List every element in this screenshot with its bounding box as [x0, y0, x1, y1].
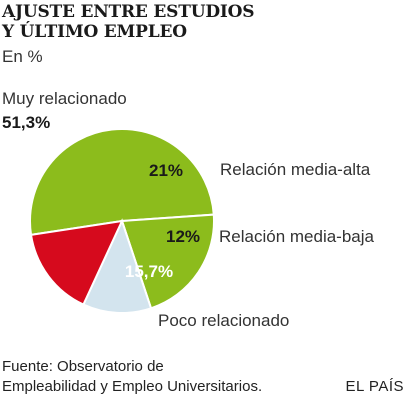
chart-title-line-2: Y ÚLTIMO EMPLEO	[2, 22, 187, 42]
source-line-1: Fuente: Observatorio de	[2, 358, 164, 375]
source-line-2: Empleabilidad y Empleo Universitarios.	[2, 378, 263, 395]
chart-subtitle: En %	[2, 47, 43, 66]
source-note: Fuente: Observatorio de Empleabilidad y …	[2, 357, 322, 397]
data-label-relacion-media-alta: 21%	[149, 161, 183, 180]
pie-slice-relacion-media-alta	[120, 213, 215, 310]
brand-logo: EL PAÍS	[345, 378, 404, 395]
legend-muy-relacionado: Muy relacionado	[2, 89, 127, 108]
data-label-poco-relacionado: 15,7%	[125, 262, 173, 281]
pie-slice-muy-relacionado	[29, 128, 215, 237]
legend-relacion-media-alta: Relación media-alta	[220, 160, 371, 179]
chart-title-line-1: AJUSTE ENTRE ESTUDIOS	[2, 2, 255, 22]
pie-slice-poco-relacionado	[29, 219, 124, 306]
legend-poco-relacionado: Poco relacionado	[158, 311, 290, 330]
legend-relacion-media-baja: Relación media-baja	[219, 227, 374, 246]
value-muy-relacionado: 51,3%	[2, 113, 51, 132]
chart-title: AJUSTE ENTRE ESTUDIOS Y ÚLTIMO EMPLEO	[2, 2, 302, 42]
data-label-relacion-media-baja: 12%	[166, 227, 200, 246]
pie-slice-relacion-media-baja	[82, 218, 153, 314]
